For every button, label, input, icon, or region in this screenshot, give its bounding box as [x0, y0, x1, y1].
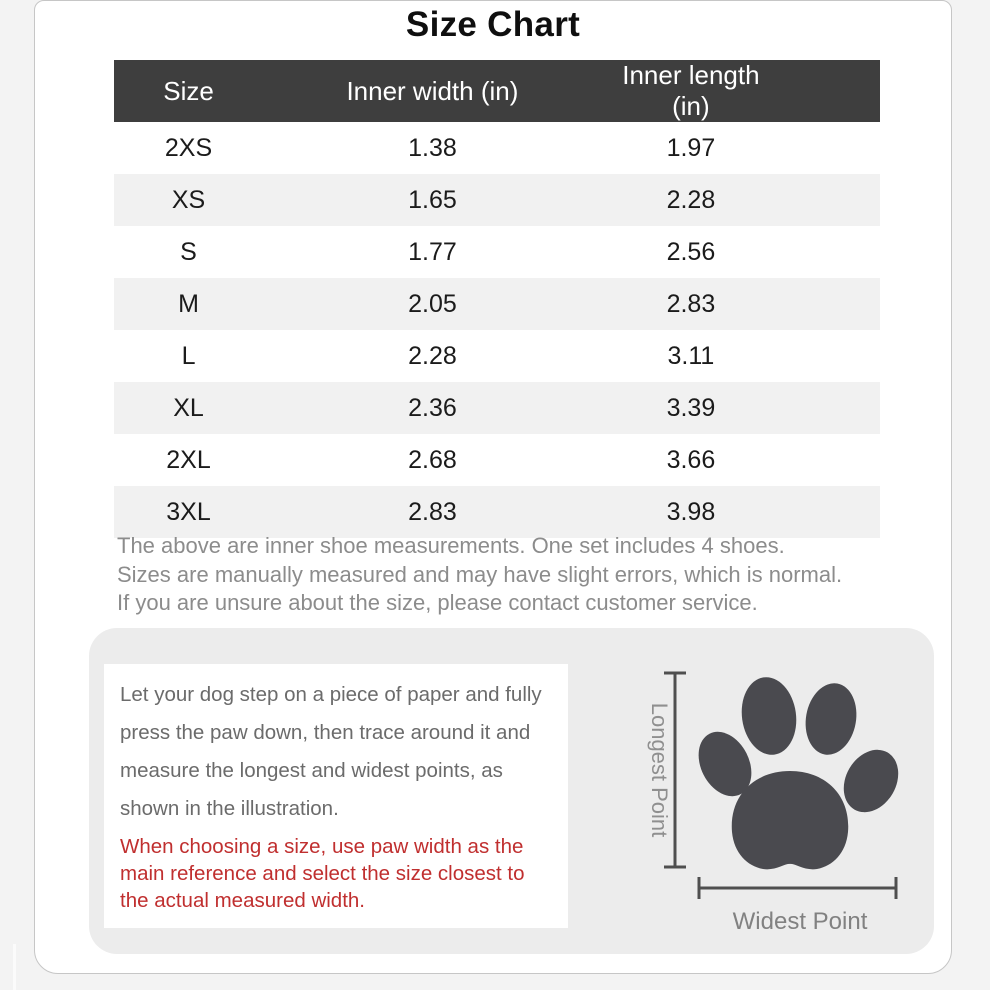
table-cell: 2.28 — [601, 174, 880, 226]
size-table-body: 2XS 1.38 1.97 XS 1.65 2.28 S 1.77 2.56 M 2.05 2.83 L… — [114, 122, 880, 538]
longest-point-ruler — [664, 671, 686, 869]
paw-measurement-diagram: Longest Point Widest Point — [647, 671, 899, 935]
table-cell: 2.05 — [263, 278, 602, 330]
table-header-cell: Inner length (in) — [601, 60, 880, 122]
table-cell: S — [114, 226, 264, 278]
instruction-text: Let your dog step on a piece of paper an… — [120, 683, 542, 820]
table-row: XL 2.36 3.39 — [114, 382, 880, 434]
table-cell: M — [114, 278, 264, 330]
table-row: 2XL 2.68 3.66 — [114, 434, 880, 486]
size-chart-card: Size Chart Size Inner width (in) Inner len… — [34, 0, 952, 974]
widest-point-label: Widest Point — [733, 908, 868, 935]
size-table-head: Size Inner width (in) Inner length (in) — [114, 60, 880, 122]
table-cell: XS — [114, 174, 264, 226]
table-header-cell: Inner width (in) — [263, 60, 602, 122]
page-title: Size Chart — [405, 5, 581, 44]
table-cell: 2.83 — [601, 278, 880, 330]
table-cell: XL — [114, 382, 264, 434]
measurement-notes: The above are inner shoe measurements. O… — [117, 533, 843, 615]
table-cell: 2XS — [114, 122, 264, 174]
table-row: 2XS 1.38 1.97 — [114, 122, 880, 174]
table-cell: 2.83 — [263, 486, 602, 538]
table-cell: 2.56 — [601, 226, 880, 278]
measuring-guide-panel: Let your dog step on a piece of paper an… — [89, 628, 934, 954]
table-cell: 1.97 — [601, 122, 880, 174]
size-warning-text: When choosing a size, use paw width as t… — [120, 835, 525, 912]
table-cell: 2XL — [114, 434, 264, 486]
size-table: Size Inner width (in) Inner length (in) 2X… — [114, 60, 880, 538]
table-cell: 3.39 — [601, 382, 880, 434]
longest-point-label: Longest Point — [647, 703, 672, 838]
table-cell: 3.66 — [601, 434, 880, 486]
instruction-box: Let your dog step on a piece of paper an… — [104, 664, 568, 928]
paw-print-icon — [698, 677, 899, 870]
table-cell: 3XL — [114, 486, 264, 538]
table-cell: 2.68 — [263, 434, 602, 486]
table-cell: 2.28 — [263, 330, 602, 382]
table-row: S 1.77 2.56 — [114, 226, 880, 278]
table-cell: 3.11 — [601, 330, 880, 382]
table-cell: 1.38 — [263, 122, 602, 174]
table-cell: 1.77 — [263, 226, 602, 278]
table-row: M 2.05 2.83 — [114, 278, 880, 330]
table-row: XS 1.65 2.28 — [114, 174, 880, 226]
table-header-cell: Size — [114, 60, 264, 122]
widest-point-ruler — [697, 877, 898, 899]
page-edge-line — [13, 944, 16, 990]
table-row: L 2.28 3.11 — [114, 330, 880, 382]
table-header-row: Size Inner width (in) Inner length (in) — [114, 60, 880, 122]
table-row: 3XL 2.83 3.98 — [114, 486, 880, 538]
table-cell: 3.98 — [601, 486, 880, 538]
table-cell: 1.65 — [263, 174, 602, 226]
table-cell: L — [114, 330, 264, 382]
table-cell: 2.36 — [263, 382, 602, 434]
